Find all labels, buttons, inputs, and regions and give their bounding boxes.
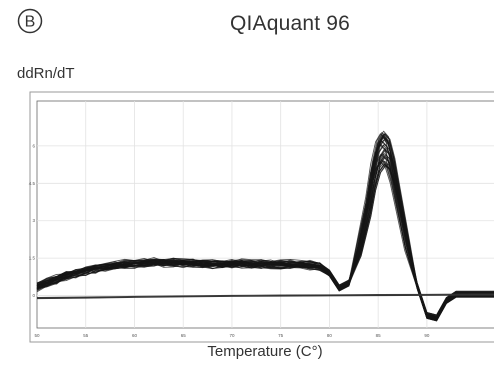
y-tick-label: 0 bbox=[32, 293, 35, 298]
negative-control-curve bbox=[36, 293, 494, 298]
amplification-curve bbox=[36, 135, 494, 322]
x-tick-label: 60 bbox=[132, 333, 138, 338]
x-tick-label: 55 bbox=[83, 333, 89, 338]
series-layer bbox=[36, 130, 494, 322]
negative-control-curve bbox=[36, 294, 494, 299]
panel-title: QIAquant 96 bbox=[229, 12, 351, 35]
tick-labels: 50 55 60 65 70 75 80 85 90 0 1.5 3 4.5 6 bbox=[29, 143, 430, 338]
amplification-curves bbox=[36, 130, 494, 322]
x-tick-label: 80 bbox=[327, 333, 333, 338]
y-tick-label: 1.5 bbox=[29, 256, 36, 261]
x-tick-label: 50 bbox=[34, 333, 40, 338]
x-tick-label: 70 bbox=[229, 333, 235, 338]
x-axis-label: Temperature (C°) bbox=[207, 343, 323, 360]
y-tick-label: 3 bbox=[32, 218, 35, 223]
x-tick-label: 90 bbox=[424, 333, 430, 338]
x-tick-label: 85 bbox=[376, 333, 382, 338]
y-axis-label: ddRn/dT bbox=[17, 65, 75, 82]
y-tick-label: 4.5 bbox=[29, 181, 36, 186]
y-tick-label: 6 bbox=[32, 143, 35, 148]
amplification-curve bbox=[36, 134, 494, 317]
negative-control-curve bbox=[36, 294, 494, 299]
panel-letter: B bbox=[25, 14, 36, 31]
negative-control-curves bbox=[36, 293, 494, 300]
x-tick-label: 65 bbox=[181, 333, 187, 338]
panel-badge: B bbox=[17, 8, 43, 34]
x-tick-label: 75 bbox=[278, 333, 284, 338]
